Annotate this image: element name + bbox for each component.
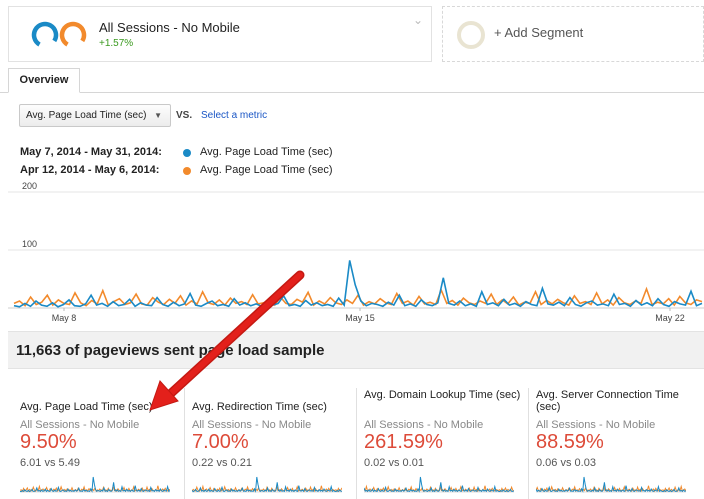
legend-range: May 7, 2014 - May 31, 2014: [20,146,162,158]
tile-title: Avg. Page Load Time (sec) [20,401,153,413]
tile-sparkline [536,476,686,493]
segment-card[interactable]: All Sessions - No Mobile +1.57% ⌄ [8,6,432,62]
legend-metric: Avg. Page Load Time (sec) [200,146,333,158]
tile-percent: 9.50% [20,431,77,453]
tile-compare: 0.06 vs 0.03 [536,457,596,469]
legend-metric: Avg. Page Load Time (sec) [200,164,333,176]
select-metric-link[interactable]: Select a metric [201,110,268,121]
chevron-down-icon[interactable]: ⌄ [412,13,423,27]
tile-sparkline [20,476,170,493]
segment-delta: +1.57% [99,38,134,49]
tile-segment: All Sessions - No Mobile [192,419,312,431]
metric-tile[interactable]: Avg. Redirection Time (sec) All Sessions … [192,380,362,499]
metric-tile[interactable]: Avg. Domain Lookup Time (sec) All Session… [364,380,534,499]
tile-segment: All Sessions - No Mobile [20,419,140,431]
tile-compare: 0.22 vs 0.21 [192,457,252,469]
sample-banner-text: 11,663 of pageviews sent page load sampl… [16,342,325,359]
legend-dot-icon [183,167,191,175]
tile-title: Avg. Domain Lookup Time (sec) [364,389,521,401]
tile-percent: 261.59% [364,431,443,453]
y-tick-label: 200 [22,181,37,191]
y-tick-label: 100 [22,239,37,249]
series-current-line [13,260,703,308]
segment-name: All Sessions - No Mobile [99,20,240,35]
tab-divider [0,92,704,93]
vs-label: VS. [176,110,193,121]
sparkline-series [192,476,342,493]
segment-placeholder-icon [457,21,485,49]
tile-percent: 7.00% [192,431,249,453]
x-tick-label: May 8 [52,313,77,323]
add-segment-label: + Add Segment [494,25,584,40]
line-chart[interactable]: 200 100 May 8 May 15 May 22 [0,180,704,328]
dropdown-caret-icon: ▼ [154,111,162,120]
tile-divider [184,388,185,499]
metric-dropdown-value: Avg. Page Load Time (sec) [26,110,147,121]
tile-segment: All Sessions - No Mobile [536,419,656,431]
sparkline-series [20,476,170,493]
metric-tile[interactable]: Avg. Page Load Time (sec) All Sessions - … [20,380,190,499]
tile-title: Avg. Server Connection Time (sec) [536,389,679,413]
x-tick-label: May 22 [655,313,685,323]
metric-tile[interactable]: Avg. Server Connection Time (sec) All Ses… [536,380,704,499]
tile-segment: All Sessions - No Mobile [364,419,484,431]
sparkline-series [364,476,514,493]
sparkline-series [536,476,686,493]
sample-banner: 11,663 of pageviews sent page load sampl… [8,331,704,369]
tab-overview[interactable]: Overview [8,68,80,93]
metric-dropdown[interactable]: Avg. Page Load Time (sec) ▼ [19,104,171,127]
tile-sparkline [192,476,342,493]
tile-compare: 0.02 vs 0.01 [364,457,424,469]
tile-sparkline [364,476,514,493]
x-tick-label: May 15 [345,313,375,323]
tile-divider [356,388,357,499]
tile-title: Avg. Redirection Time (sec) [192,401,327,413]
legend-dot-icon [183,149,191,157]
legend-range: Apr 12, 2014 - May 6, 2014: [20,164,160,176]
tile-percent: 88.59% [536,431,604,453]
tile-divider [528,388,529,499]
segment-rings-icon [31,21,87,49]
add-segment-button[interactable]: + Add Segment [442,6,704,62]
tile-compare: 6.01 vs 5.49 [20,457,80,469]
